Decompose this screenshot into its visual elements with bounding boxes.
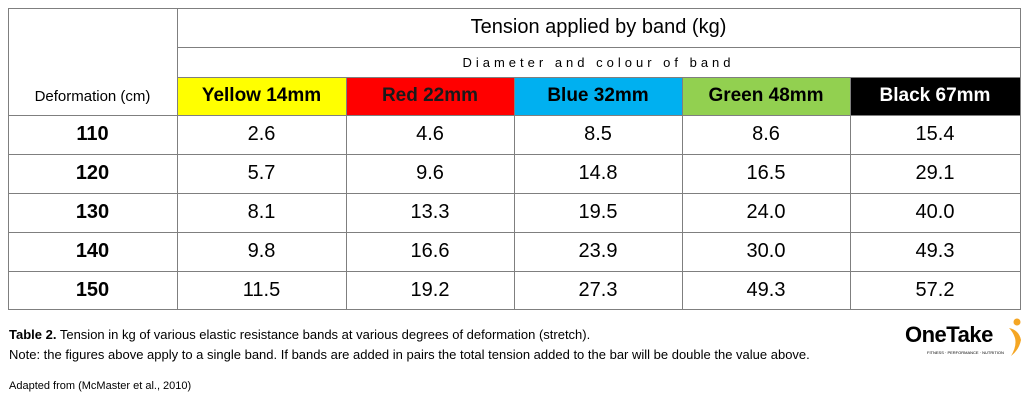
table-cell: 13.3 [410, 201, 450, 223]
table-cell: 8.5 [584, 123, 612, 145]
table-cell: 49.3 [915, 240, 955, 262]
table-cell: 8.6 [752, 123, 780, 145]
column-header: Blue 32mm [514, 77, 682, 115]
grid-line [850, 77, 851, 310]
table-cell: 5.7 [247, 162, 276, 184]
table-cell: 8.1 [247, 201, 276, 223]
table-cell: 30.0 [746, 240, 786, 262]
table-cell: 16.6 [410, 240, 450, 262]
logo-icon [1009, 318, 1021, 356]
grid-line [1020, 8, 1021, 310]
row-label: 120 [75, 162, 110, 184]
logo-tagline: FITNESS · PERFORMANCE · NUTRITION [927, 350, 1004, 355]
table-cell: 15.4 [915, 123, 955, 145]
table-title: Tension applied by band (kg) [470, 16, 727, 38]
table-cell: 9.6 [416, 162, 444, 184]
column-header: Black 67mm [850, 77, 1020, 115]
table-subtitle: Diameter and colour of band [462, 54, 735, 70]
row-label: 140 [75, 240, 110, 262]
row-label: 130 [75, 201, 110, 223]
table-cell: 2.6 [247, 123, 276, 145]
caption-text: Tension in kg of various elastic resista… [59, 327, 591, 342]
caption: Table 2. Tension in kg of various elasti… [9, 327, 590, 342]
column-header: Yellow 14mm [177, 77, 346, 115]
table-cell: 23.9 [578, 240, 618, 262]
row-header: Deformation (cm) [34, 87, 151, 105]
caption-source: Adapted from (McMaster et al., 2010) [9, 380, 192, 392]
grid-line [346, 77, 347, 310]
caption-label: Table 2. [9, 327, 57, 342]
grid-line [177, 8, 178, 310]
logo-name: OneTake [905, 322, 993, 347]
column-header: Green 48mm [682, 77, 850, 115]
table-cell: 14.8 [578, 162, 618, 184]
caption-note: Note: the figures above apply to a singl… [9, 347, 810, 362]
table-cell: 4.6 [416, 123, 444, 145]
grid-line [514, 77, 515, 310]
column-header: Red 22mm [346, 77, 514, 115]
table-cell: 29.1 [915, 162, 955, 184]
table-cell: 19.2 [410, 278, 450, 301]
table-cell: 57.2 [915, 278, 955, 301]
table-cell: 11.5 [242, 278, 281, 301]
grid-line [8, 8, 9, 310]
logo: OneTake FITNESS · PERFORMANCE · NUTRITIO… [905, 318, 1025, 362]
table-cell: 9.8 [247, 240, 276, 262]
grid-line [177, 77, 1021, 78]
table-cell: 27.3 [578, 278, 618, 301]
table-cell: 24.0 [746, 201, 786, 223]
table-cell: 40.0 [915, 201, 955, 223]
grid-line [682, 77, 683, 310]
grid-line [177, 47, 1021, 48]
table-cell: 49.3 [746, 278, 786, 301]
table-cell: 16.5 [746, 162, 786, 184]
table-cell: 19.5 [578, 201, 618, 223]
row-label: 150 [75, 278, 110, 301]
grid-line [8, 8, 1021, 9]
row-label: 110 [76, 123, 109, 145]
